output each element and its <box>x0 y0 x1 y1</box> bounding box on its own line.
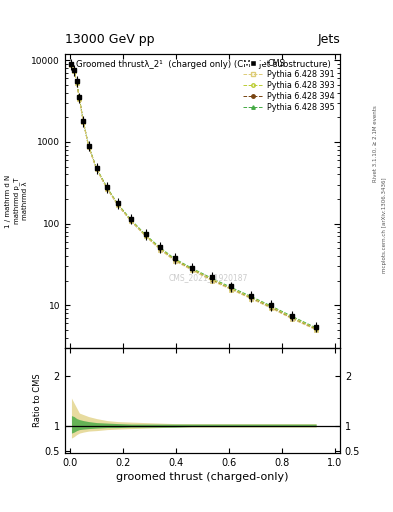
Pythia 6.428 391 <box>86 144 91 150</box>
Pythia 6.428 393 <box>290 314 295 321</box>
Pythia 6.428 395 <box>249 293 254 300</box>
Pythia 6.428 395 <box>74 79 79 85</box>
Pythia 6.428 394 <box>172 257 177 263</box>
Text: 13000 GeV pp: 13000 GeV pp <box>65 33 154 46</box>
Line: Pythia 6.428 393: Pythia 6.428 393 <box>70 62 318 330</box>
Pythia 6.428 391 <box>172 258 177 264</box>
Pythia 6.428 395 <box>105 185 110 191</box>
Pythia 6.428 394 <box>209 277 214 283</box>
Pythia 6.428 395 <box>172 255 177 262</box>
Pythia 6.428 393 <box>172 257 177 263</box>
Pythia 6.428 394 <box>189 266 194 272</box>
Pythia 6.428 394 <box>105 185 110 191</box>
Pythia 6.428 393 <box>209 276 214 282</box>
Pythia 6.428 393 <box>249 294 254 301</box>
Pythia 6.428 395 <box>94 165 99 172</box>
Pythia 6.428 391 <box>269 305 274 311</box>
Pythia 6.428 395 <box>209 275 214 281</box>
Pythia 6.428 391 <box>77 96 82 102</box>
Pythia 6.428 394 <box>116 202 120 208</box>
Pythia 6.428 393 <box>77 95 82 101</box>
Pythia 6.428 393 <box>72 68 77 74</box>
Pythia 6.428 394 <box>81 119 86 125</box>
Pythia 6.428 394 <box>158 246 162 252</box>
Text: Rivet 3.1.10, ≥ 2.1M events: Rivet 3.1.10, ≥ 2.1M events <box>373 105 378 182</box>
Pythia 6.428 395 <box>314 325 318 331</box>
Pythia 6.428 393 <box>74 79 79 85</box>
Pythia 6.428 395 <box>77 95 82 101</box>
Pythia 6.428 391 <box>209 278 214 284</box>
Pythia 6.428 394 <box>86 143 91 150</box>
Pythia 6.428 395 <box>290 313 295 319</box>
Pythia 6.428 395 <box>189 265 194 271</box>
Pythia 6.428 391 <box>249 296 254 302</box>
Pythia 6.428 394 <box>290 315 295 322</box>
Pythia 6.428 395 <box>229 285 234 291</box>
Pythia 6.428 394 <box>249 295 254 302</box>
Pythia 6.428 395 <box>116 201 120 207</box>
Pythia 6.428 391 <box>69 61 74 68</box>
Text: mcplots.cern.ch [arXiv:1306.3436]: mcplots.cern.ch [arXiv:1306.3436] <box>382 178 387 273</box>
Pythia 6.428 393 <box>158 245 162 251</box>
Line: Pythia 6.428 395: Pythia 6.428 395 <box>70 62 318 330</box>
Pythia 6.428 394 <box>143 232 148 239</box>
Pythia 6.428 391 <box>81 119 86 125</box>
Pythia 6.428 393 <box>189 266 194 272</box>
Pythia 6.428 395 <box>129 217 133 223</box>
Pythia 6.428 393 <box>69 61 74 68</box>
Text: CMS_2021_I1920187: CMS_2021_I1920187 <box>168 273 248 282</box>
Pythia 6.428 393 <box>105 185 110 191</box>
Pythia 6.428 393 <box>229 286 234 292</box>
Pythia 6.428 394 <box>77 96 82 102</box>
Pythia 6.428 393 <box>116 201 120 207</box>
Legend: CMS, Pythia 6.428 391, Pythia 6.428 393, Pythia 6.428 394, Pythia 6.428 395: CMS, Pythia 6.428 391, Pythia 6.428 393,… <box>240 55 338 115</box>
Pythia 6.428 394 <box>129 218 133 224</box>
Pythia 6.428 391 <box>290 316 295 322</box>
Pythia 6.428 391 <box>314 327 318 333</box>
Pythia 6.428 393 <box>269 304 274 310</box>
Pythia 6.428 391 <box>105 186 110 192</box>
Pythia 6.428 391 <box>129 218 133 224</box>
Text: Jets: Jets <box>317 33 340 46</box>
Pythia 6.428 394 <box>72 68 77 74</box>
Pythia 6.428 391 <box>229 287 234 293</box>
Pythia 6.428 393 <box>143 232 148 239</box>
Line: Pythia 6.428 391: Pythia 6.428 391 <box>70 63 318 332</box>
Text: Groomed thrustλ_2¹  (charged only) (CMS jet substructure): Groomed thrustλ_2¹ (charged only) (CMS j… <box>76 59 331 69</box>
Pythia 6.428 393 <box>81 119 86 125</box>
Pythia 6.428 395 <box>69 61 74 67</box>
Pythia 6.428 391 <box>189 267 194 273</box>
Pythia 6.428 391 <box>74 80 79 86</box>
Pythia 6.428 391 <box>94 166 99 173</box>
Pythia 6.428 395 <box>72 68 77 74</box>
Y-axis label: Ratio to CMS: Ratio to CMS <box>33 374 42 428</box>
Pythia 6.428 395 <box>143 232 148 238</box>
Pythia 6.428 393 <box>94 166 99 172</box>
Pythia 6.428 393 <box>314 326 318 332</box>
Pythia 6.428 394 <box>269 305 274 311</box>
Pythia 6.428 391 <box>116 202 120 208</box>
Pythia 6.428 391 <box>143 233 148 239</box>
Pythia 6.428 394 <box>229 286 234 292</box>
Pythia 6.428 395 <box>269 303 274 309</box>
Pythia 6.428 394 <box>94 166 99 172</box>
Y-axis label: mathrm d²N
1 / mathrm d N
mathrmd p_T
mathrmd λ: mathrm d²N 1 / mathrm d N mathrmd p_T ma… <box>0 174 28 227</box>
Pythia 6.428 394 <box>69 61 74 68</box>
Pythia 6.428 393 <box>86 143 91 150</box>
Pythia 6.428 391 <box>72 68 77 74</box>
X-axis label: groomed thrust (charged-only): groomed thrust (charged-only) <box>116 472 288 482</box>
Pythia 6.428 395 <box>81 118 86 124</box>
Pythia 6.428 394 <box>74 79 79 86</box>
Pythia 6.428 391 <box>158 247 162 253</box>
Pythia 6.428 393 <box>129 217 133 223</box>
Pythia 6.428 394 <box>314 326 318 332</box>
Pythia 6.428 395 <box>86 143 91 149</box>
Pythia 6.428 395 <box>158 244 162 250</box>
Line: Pythia 6.428 394: Pythia 6.428 394 <box>70 63 318 331</box>
